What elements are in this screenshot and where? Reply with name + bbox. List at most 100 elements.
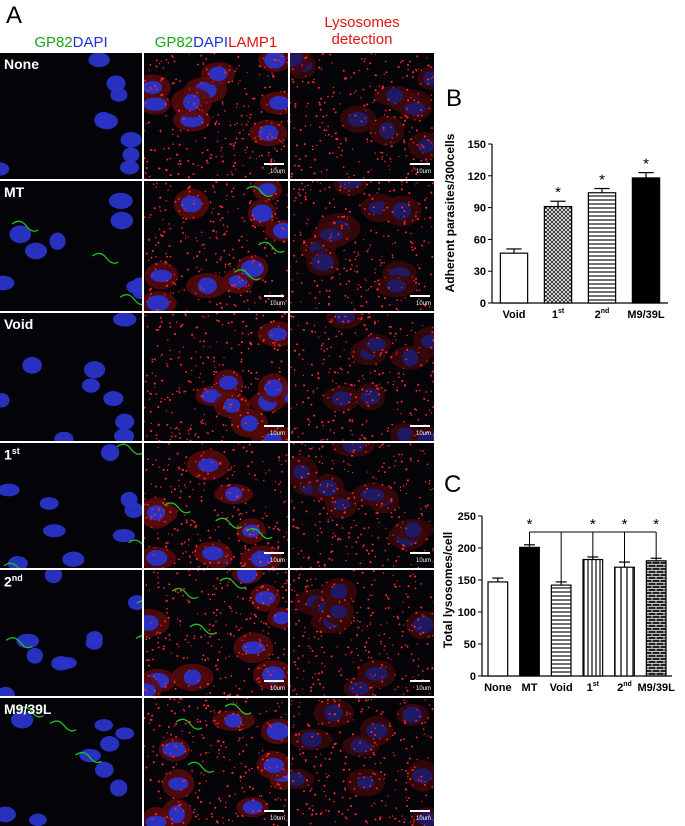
micrograph-tile: 10um <box>290 53 434 179</box>
row-label: Void <box>4 316 33 332</box>
scale-bar <box>264 680 284 682</box>
chart-b-ylabel: Adherent parasites/300cells <box>443 133 457 292</box>
significance-mark: * <box>643 156 649 173</box>
micrograph-tile: 10um <box>144 698 288 826</box>
micrograph-image <box>290 181 434 311</box>
micrograph-image <box>290 570 434 696</box>
header-gp82: GP82 <box>34 34 73 51</box>
micrograph-image <box>0 313 137 441</box>
micrograph-image <box>0 443 142 568</box>
significance-mark: * <box>555 184 561 201</box>
micrograph-tile: 10um <box>290 313 434 441</box>
header-dapi: DAPI <box>72 34 108 51</box>
y-tick-label: 0 <box>480 298 486 310</box>
row-label: M9/39L <box>4 701 51 717</box>
bar <box>499 252 529 304</box>
scale-bar-label: 10um <box>415 169 431 175</box>
micrograph-image <box>290 313 434 441</box>
y-tick-label: 150 <box>458 575 476 587</box>
micrograph-image <box>0 53 142 176</box>
row-label: 2nd <box>4 573 23 590</box>
micrograph-tile: 10um <box>290 570 434 696</box>
micrograph-image <box>144 443 288 568</box>
column-header-1: GP82DAPI <box>0 34 142 51</box>
micrograph-image <box>144 698 288 826</box>
micrograph-tile: M9/39L <box>0 698 142 826</box>
micrograph-tile: 10um <box>290 698 434 826</box>
micrograph-image <box>144 313 288 441</box>
x-tick-label: None <box>484 682 512 694</box>
x-tick-label-main: 1 <box>552 309 558 321</box>
micrograph-tile: 10um <box>144 313 288 441</box>
row-label-text: None <box>4 56 39 72</box>
scale-bar <box>410 163 430 165</box>
micrograph-image <box>144 53 288 179</box>
y-tick-label: 90 <box>474 203 486 215</box>
row-label-sup: nd <box>11 573 23 583</box>
y-tick-label: 50 <box>464 639 476 651</box>
bar <box>582 558 604 677</box>
scale-bar <box>264 295 284 297</box>
scale-bar <box>410 295 430 297</box>
bar <box>614 566 635 677</box>
micrograph-tile: 10um <box>144 443 288 568</box>
scale-bar-label: 10um <box>415 558 431 564</box>
bar <box>645 560 667 677</box>
scale-bar-label: 10um <box>269 301 285 307</box>
header-gp82: GP82 <box>154 34 194 51</box>
significance-mark: * <box>527 516 533 533</box>
x-tick-label: Void <box>550 682 573 694</box>
x-tick-label-main: 2 <box>617 682 623 694</box>
row-label-text: MT <box>4 184 25 200</box>
column-header-3: Lysosomes detection <box>290 14 434 48</box>
row-label-text: M9/39L <box>4 701 52 717</box>
x-tick-label: Void <box>502 309 525 321</box>
micrograph-image <box>290 698 434 826</box>
micrograph-tile: 10um <box>144 53 288 179</box>
scale-bar-label: 10um <box>415 686 431 692</box>
panel-c-label: C <box>444 471 461 498</box>
micrograph-image <box>144 181 288 311</box>
x-tick-label-sup: nd <box>601 308 610 315</box>
scale-bar <box>264 810 284 812</box>
y-tick-label: 150 <box>468 139 486 151</box>
scale-bar <box>410 680 430 682</box>
x-tick-label-sup: st <box>593 681 600 688</box>
header-detection: detection <box>331 31 393 48</box>
x-tick-label: 1st <box>552 308 565 321</box>
micrograph-tile: MT <box>0 181 142 311</box>
x-tick-label-main: 1 <box>587 682 593 694</box>
x-tick-label: MT <box>522 682 538 694</box>
micrograph-tile: 2nd <box>0 570 142 696</box>
scale-bar <box>264 552 284 554</box>
micrograph-image <box>0 192 142 306</box>
bar <box>487 581 509 677</box>
y-tick-label: 60 <box>474 234 486 246</box>
significance-mark: * <box>599 172 605 189</box>
micrograph-tile: 10um <box>144 570 288 696</box>
x-tick-label: M9/39L <box>627 309 665 321</box>
chart-c-ylabel: Total lysosomes/cell <box>441 532 455 649</box>
row-label-text: Void <box>4 316 34 332</box>
micrograph-image <box>290 443 434 568</box>
column-header-2: GP82DAPILAMP1 <box>144 34 288 51</box>
scale-bar-label: 10um <box>269 169 285 175</box>
row-label: None <box>4 56 39 72</box>
micrograph-image <box>0 570 142 696</box>
scale-bar <box>410 552 430 554</box>
micrograph-tile: None <box>0 53 142 179</box>
bar <box>543 205 573 304</box>
micrograph-image <box>0 706 135 826</box>
y-tick-label: 250 <box>458 511 476 523</box>
bar <box>631 177 661 304</box>
significance-mark: * <box>590 516 596 533</box>
scale-bar <box>264 425 284 427</box>
row-label-sup: st <box>11 446 20 456</box>
x-tick-label: 2nd <box>617 681 632 694</box>
micrograph-tile: 10um <box>290 443 434 568</box>
scale-bar-label: 10um <box>415 816 431 822</box>
scale-bar-label: 10um <box>269 816 285 822</box>
chart-c: C Total lysosomes/cell 0 50 100 150 200 250 No… <box>441 471 675 694</box>
scale-bar <box>410 810 430 812</box>
micrograph-tile: 1st <box>0 443 142 568</box>
